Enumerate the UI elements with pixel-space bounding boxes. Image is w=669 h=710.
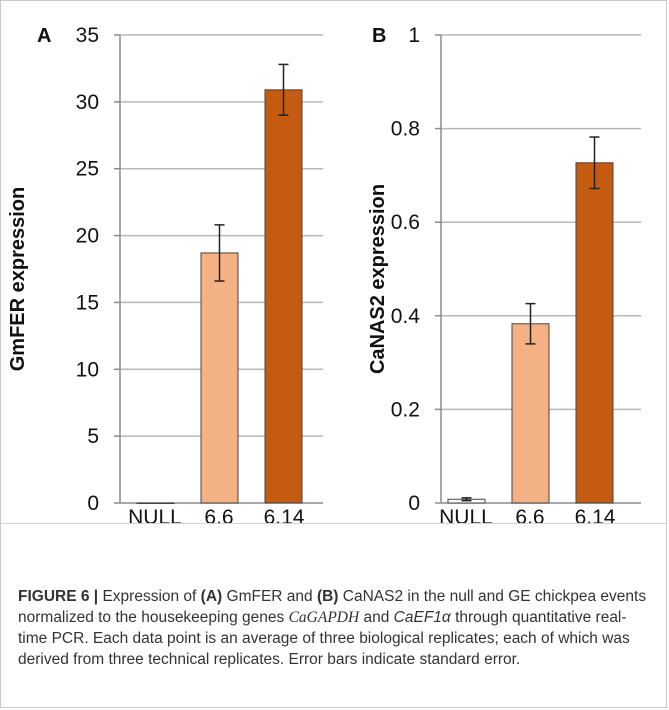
caption-text-4: and (359, 609, 394, 626)
x-category-label: NULL (128, 506, 182, 525)
y-tick-label: 15 (76, 291, 99, 314)
y-tick-label: 30 (76, 91, 99, 114)
y-tick-label: 0.6 (391, 211, 420, 234)
y-axis-title: GmFER expression (7, 187, 29, 372)
y-tick-label: 5 (87, 425, 99, 448)
caption-panel-a-ref: (A) (200, 588, 223, 605)
x-category-label: 6.14 (264, 506, 305, 525)
x-category-label: 6.6 (204, 506, 233, 525)
y-tick-label: 0.2 (391, 398, 420, 421)
caption-gene-caef1a: CaEF1α (393, 609, 451, 626)
bar-6-6 (511, 323, 550, 504)
caption-figure-label: FIGURE 6 | (18, 588, 99, 605)
caption-divider (1, 523, 666, 524)
y-tick-label: 35 (76, 24, 99, 47)
caption-gene-cagapdh: CaGAPDH (288, 609, 360, 626)
y-tick-label: 0.8 (391, 118, 420, 141)
x-category-label: 6.14 (575, 506, 616, 525)
panel-a-chart: 0 5 10 15 20 25 30 35 NULL 6.6 6.14 GmFER expressio… (7, 24, 323, 525)
bar-null (136, 502, 175, 504)
panel-label: B (372, 25, 386, 47)
caption-text-5: through quantitative real-time PCR. Each… (18, 609, 630, 668)
bar-6-14 (575, 162, 614, 504)
caption-text-1: Expression of (98, 588, 201, 605)
y-axis-title: CaNAS2 expression (367, 184, 389, 374)
y-tick-label: 0.4 (391, 305, 421, 328)
caption-text-2: GmFER and (222, 588, 317, 605)
y-tick-label: 20 (76, 225, 99, 248)
panel-label: A (37, 25, 51, 47)
x-category-label: NULL (439, 506, 493, 525)
y-tick-label: 25 (76, 158, 99, 181)
x-category-label: 6.6 (515, 506, 544, 525)
caption-panel-b-ref: (B) (316, 588, 339, 605)
bar-6-6 (200, 252, 239, 504)
y-tick-label: 0 (408, 492, 420, 515)
caption-text-3: CaNAS2 in the null and GE chickpea event… (18, 588, 647, 626)
figure-caption: FIGURE 6 | Expression of (A) GmFER and (… (18, 586, 650, 670)
y-tick-label: 10 (76, 358, 99, 381)
y-tick-label: 0 (87, 492, 99, 515)
panel-b-chart: 0 0.2 0.4 0.6 0.8 1 NULL 6.6 6.14 CaNAS2 expressi… (367, 24, 641, 525)
y-tick-label: 1 (408, 24, 420, 47)
bar-6-14 (264, 89, 303, 504)
